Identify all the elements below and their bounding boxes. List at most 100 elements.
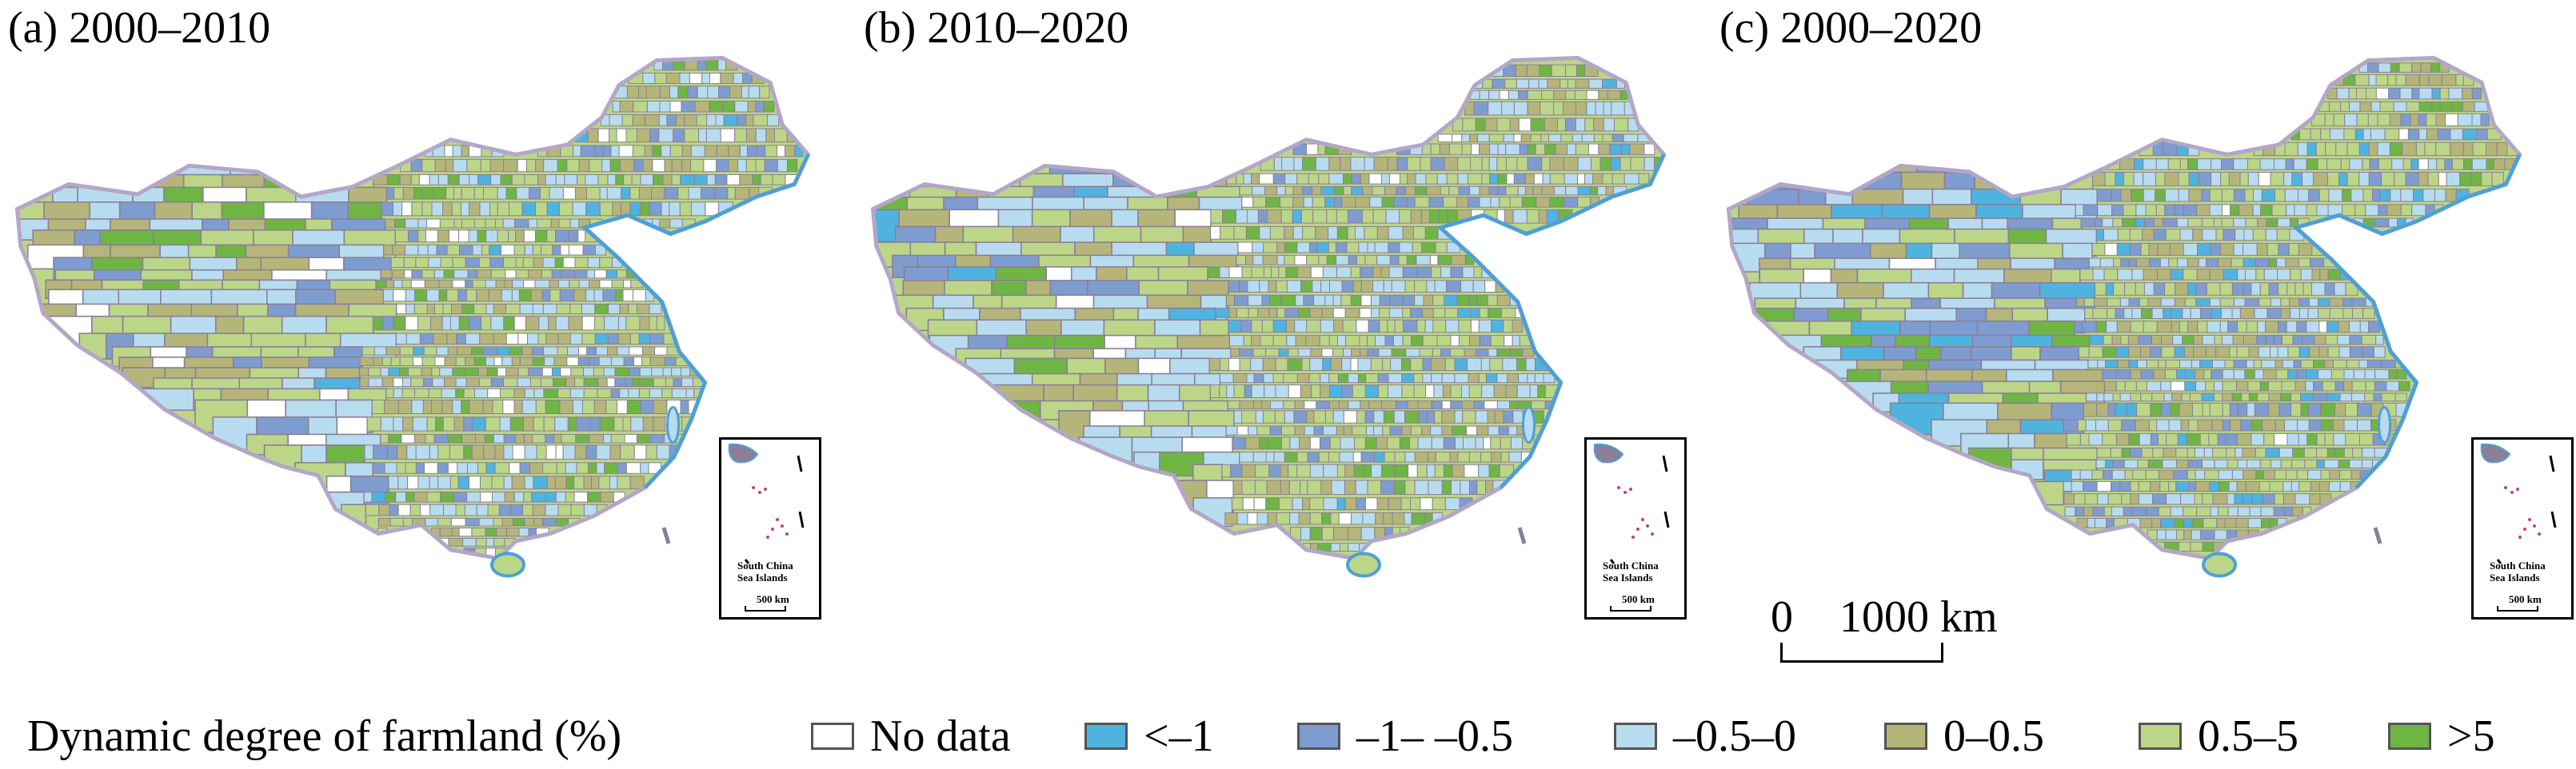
county-region (442, 416, 455, 432)
county-region (465, 357, 475, 366)
county-region (1431, 400, 1443, 409)
county-region (2162, 459, 2177, 469)
county-region (388, 433, 402, 444)
county-region (365, 504, 380, 516)
county-region (1301, 357, 1311, 372)
county-region (417, 218, 428, 229)
county-region (2262, 419, 2276, 432)
county-region (381, 201, 394, 217)
county-region (2394, 172, 2406, 186)
county-region (2362, 308, 2375, 320)
county-region (1498, 425, 1509, 436)
county-region (1509, 197, 1523, 208)
county-region (1271, 266, 1280, 278)
county-region (1320, 280, 1331, 293)
county-region (2183, 506, 2198, 517)
county-region (573, 476, 585, 490)
county-region (1239, 280, 1248, 293)
county-region (2187, 459, 2203, 469)
county-region (694, 174, 708, 185)
county-region (1348, 543, 1360, 552)
county-region (451, 201, 461, 217)
county-region (1416, 266, 1432, 278)
county-region (1388, 241, 1400, 253)
county-region (1522, 348, 1535, 357)
county-region (1452, 425, 1467, 436)
county-region (639, 201, 650, 217)
county-region (1308, 173, 1320, 185)
county-region (1243, 335, 1252, 347)
county-region (2111, 334, 2122, 345)
county-region (2117, 359, 2130, 369)
county-region (1295, 335, 1307, 347)
county-region (2261, 189, 2275, 202)
county-region (1228, 266, 1243, 278)
county-region (393, 377, 403, 388)
county-region (1400, 173, 1408, 185)
county-region (2104, 242, 2118, 256)
county-region (1602, 133, 1613, 143)
county-region (1328, 173, 1344, 185)
county-region (2402, 141, 2417, 157)
county-region (1355, 480, 1368, 495)
county-region (1286, 335, 1296, 347)
county-region (1388, 173, 1401, 185)
county-region (503, 316, 515, 331)
county-region (1293, 157, 1304, 171)
county-region (2160, 381, 2171, 392)
county-region (2179, 321, 2189, 333)
county-region (1414, 280, 1428, 293)
county-region (714, 174, 728, 185)
county-region (2163, 217, 2178, 228)
legend-swatch (1884, 723, 1927, 750)
county-region (1503, 410, 1514, 424)
county-region (1401, 425, 1412, 436)
county-region (1566, 143, 1576, 155)
county-region (597, 377, 608, 388)
county-region (2285, 158, 2294, 170)
county-region (1332, 294, 1342, 306)
county-region (502, 399, 515, 414)
county-region (1575, 143, 1590, 155)
county-region (433, 433, 449, 444)
county-region (1382, 357, 1392, 372)
county-region (1250, 357, 1264, 372)
county-region (2124, 469, 2134, 480)
county-region (2168, 419, 2182, 432)
county-region (681, 145, 692, 157)
county-region (1343, 185, 1352, 196)
county-region (1490, 197, 1500, 208)
county-region (671, 158, 683, 173)
county-region (599, 201, 613, 217)
county-region (2191, 359, 2201, 369)
hainan-island (2202, 552, 2237, 578)
county-region (1229, 335, 1244, 347)
county-region (1318, 254, 1328, 265)
county-region (1538, 78, 1548, 89)
county-region (503, 444, 513, 460)
county-region (1527, 143, 1536, 155)
county-region (2178, 189, 2190, 202)
county-region (1602, 78, 1617, 89)
county-region (501, 244, 515, 256)
county-region (2291, 459, 2306, 469)
county-region (411, 269, 423, 279)
county-region (2150, 432, 2159, 446)
county-region (1449, 348, 1465, 357)
county-region (2313, 381, 2323, 392)
county-region (694, 101, 710, 113)
county-region (429, 504, 444, 516)
county-region (2327, 269, 2341, 281)
county-region (1539, 64, 1552, 77)
county-region (618, 316, 627, 331)
county-region (729, 86, 742, 99)
county-region (2243, 493, 2253, 505)
county-region (632, 145, 645, 157)
county-region (1457, 308, 1472, 318)
county-region (616, 128, 627, 143)
county-region (637, 128, 651, 143)
county-region (389, 504, 399, 516)
county-region (1350, 294, 1362, 306)
county-region (1284, 308, 1299, 318)
county-region (1468, 197, 1480, 208)
